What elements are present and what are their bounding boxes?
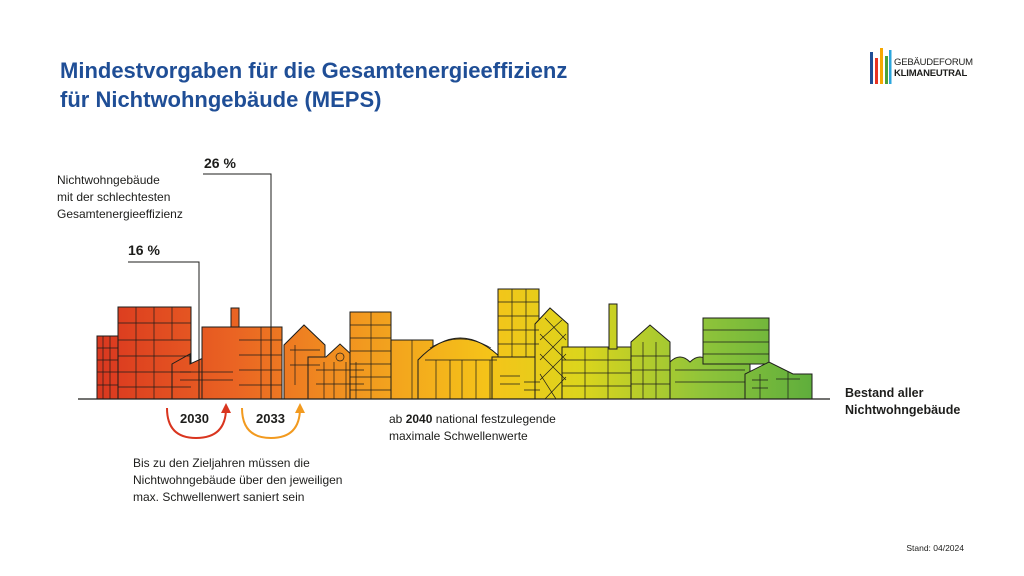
target-year-note: Bis zu den Zieljahren müssen die Nichtwo… — [133, 455, 342, 506]
worst-label-line-3: Gesamtenergieeffizienz — [57, 207, 183, 221]
page-title: Mindestvorgaben für die Gesamtenergieeff… — [60, 56, 567, 114]
date-stamp: Stand: 04/2024 — [906, 543, 964, 553]
target-note-line-3: max. Schwellenwert saniert sein — [133, 490, 305, 504]
chimney — [608, 303, 618, 350]
small-house — [744, 361, 813, 400]
worst-label-line-2: mit der schlechtesten — [57, 190, 171, 204]
percent-26-label: 26 % — [204, 155, 236, 171]
worst-label-line-1: Nichtwohngebäude — [57, 173, 160, 187]
note-2040-line-1: ab 2040 national festzulegende — [389, 411, 556, 428]
logo-bar-5 — [889, 50, 892, 84]
year-2030-label: 2030 — [180, 411, 209, 426]
note-2040-year: 2040 — [405, 412, 433, 426]
threshold-brackets — [128, 173, 272, 399]
note-2040-prefix: ab — [389, 412, 406, 426]
building-stock-label: Bestand aller Nichtwohngebäude — [845, 385, 960, 419]
green-tower — [702, 317, 770, 365]
title-line-1: Mindestvorgaben für die Gesamtenergieeff… — [60, 58, 568, 83]
worst-buildings-label: Nichtwohngebäude mit der schlechtesten G… — [57, 172, 183, 223]
target-note-line-1: Bis zu den Zieljahren müssen die — [133, 456, 310, 470]
building-3 — [201, 326, 283, 400]
percent-16-label: 16 % — [128, 242, 160, 258]
logo-text-1: GEBÄUDEFORUM — [894, 57, 973, 68]
arrow-2033 — [241, 403, 305, 440]
year-2033-label: 2033 — [256, 411, 285, 426]
title-line-2: für Nichtwohngebäude (MEPS) — [60, 87, 382, 112]
note-2040: ab 2040 national festzulegende maximale … — [389, 411, 556, 445]
note-2040-rest: national festzulegende — [432, 412, 556, 426]
note-2040-line-2: maximale Schwellenwerte — [389, 429, 528, 443]
building-details — [97, 289, 800, 400]
logo-bar-1 — [870, 52, 873, 84]
arrow-2030 — [166, 403, 231, 440]
stock-label-line-2: Nichtwohngebäude — [845, 403, 961, 417]
logo-bar-3 — [880, 48, 883, 84]
stock-label-line-1: Bestand aller — [845, 386, 924, 400]
target-note-line-2: Nichtwohngebäude über den jeweiligen — [133, 473, 343, 487]
bracket-16 — [128, 261, 200, 399]
logo-bar-2 — [875, 58, 878, 84]
logo-bars-icon — [870, 48, 892, 84]
buildings — [96, 288, 813, 400]
building-1 — [96, 335, 122, 400]
gable-tower — [630, 324, 671, 400]
logo-text-2: KLIMANEUTRAL — [894, 68, 968, 79]
logo-bar-4 — [885, 56, 888, 84]
bracket-26 — [203, 173, 272, 399]
tower-office — [349, 311, 392, 400]
gebaeudeforum-logo: GEBÄUDEFORUM KLIMANEUTRAL — [868, 48, 978, 86]
